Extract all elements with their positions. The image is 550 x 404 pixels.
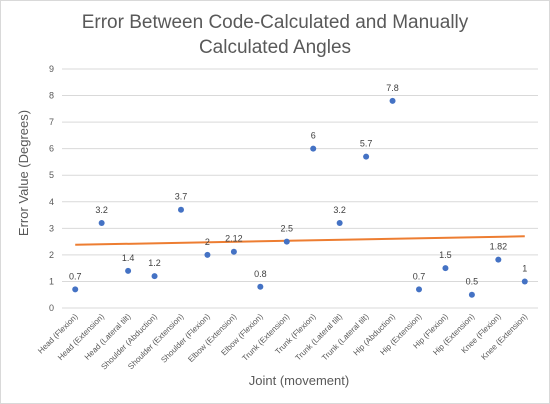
x-axis-title: Joint (movement)	[249, 373, 349, 388]
data-point	[230, 248, 237, 255]
data-label: 1.5	[439, 250, 452, 260]
x-tick-label: Head (Extension)	[56, 312, 106, 362]
data-label: 2.12	[225, 234, 243, 244]
data-label: 1.2	[148, 258, 161, 268]
data-point	[336, 220, 343, 227]
data-label: 1.4	[122, 253, 135, 263]
x-tick-labels: Head (Flexion)Head (Extension)Head (Late…	[36, 312, 529, 372]
data-point	[468, 291, 475, 298]
data-label: 0.8	[254, 269, 267, 279]
data-point	[416, 286, 422, 293]
x-tick-label: Shoulder (Flexion)	[159, 312, 212, 365]
y-tick-labels: 0 1 2 3 4 5 6 7 8 9	[49, 64, 54, 313]
x-tick-label: Trunk (Extension)	[240, 312, 291, 363]
data-label: 0.7	[69, 271, 82, 281]
y-tick-label: 3	[49, 223, 54, 233]
y-tick-label: 4	[49, 197, 54, 207]
data-label: 7.8	[386, 83, 399, 93]
data-point	[151, 273, 158, 280]
data-point	[98, 220, 105, 227]
data-label: 3.2	[95, 205, 108, 215]
data-point	[521, 278, 528, 285]
y-tick-label: 1	[49, 276, 54, 286]
data-point	[72, 286, 79, 293]
data-label: 2	[205, 237, 210, 247]
trendline-layer	[75, 235, 525, 246]
data-label: 3.2	[333, 205, 346, 215]
data-label: 0.7	[413, 271, 426, 281]
y-tick-label: 6	[49, 144, 54, 154]
x-tick-label: Knee (Extension)	[479, 312, 529, 362]
data-point	[204, 251, 211, 258]
data-point	[495, 256, 502, 263]
data-labels: 0.7 3.2 1.4 1.2 3.7 2 2.12 0.8 2.5 6 3.2 5.7 7.8 0.7 1…	[69, 83, 527, 287]
data-label: 1	[522, 263, 527, 273]
y-axis-title: Error Value (Degrees)	[16, 110, 31, 236]
data-point	[283, 238, 290, 245]
chart-title-line-1: Error Between Code-Calculated and Manual…	[81, 12, 469, 33]
data-label: 2.5	[281, 224, 294, 234]
data-point	[442, 265, 449, 272]
data-point	[363, 153, 370, 160]
data-point	[389, 97, 396, 104]
x-tick-label: Trunk (Lateral tilt)	[294, 312, 345, 363]
data-point	[178, 206, 184, 213]
data-point	[310, 145, 317, 152]
data-label: 1.82	[490, 242, 508, 252]
chart-title-line-2: Calculated Angles	[198, 37, 352, 58]
data-label: 3.7	[175, 192, 188, 202]
y-tick-label: 8	[49, 91, 54, 101]
x-tick-label: Elbow (Extension)	[186, 312, 238, 364]
trendline	[75, 235, 525, 246]
data-point	[257, 283, 264, 290]
data-label: 6	[311, 131, 316, 141]
y-tick-label: 7	[49, 117, 54, 127]
y-tick-label: 2	[49, 250, 54, 260]
y-tick-label: 9	[49, 64, 54, 74]
data-label: 0.5	[466, 277, 479, 287]
data-label: 5.7	[360, 139, 373, 149]
x-tick-label: Head (Lateral tilt)	[83, 312, 133, 362]
x-tick-label: Trunk (Lateral tilt)	[320, 312, 371, 363]
data-points	[72, 97, 528, 298]
y-tick-label: 5	[49, 170, 54, 180]
gridlines	[62, 68, 538, 309]
data-point	[125, 267, 132, 274]
y-tick-label: 0	[49, 303, 54, 313]
